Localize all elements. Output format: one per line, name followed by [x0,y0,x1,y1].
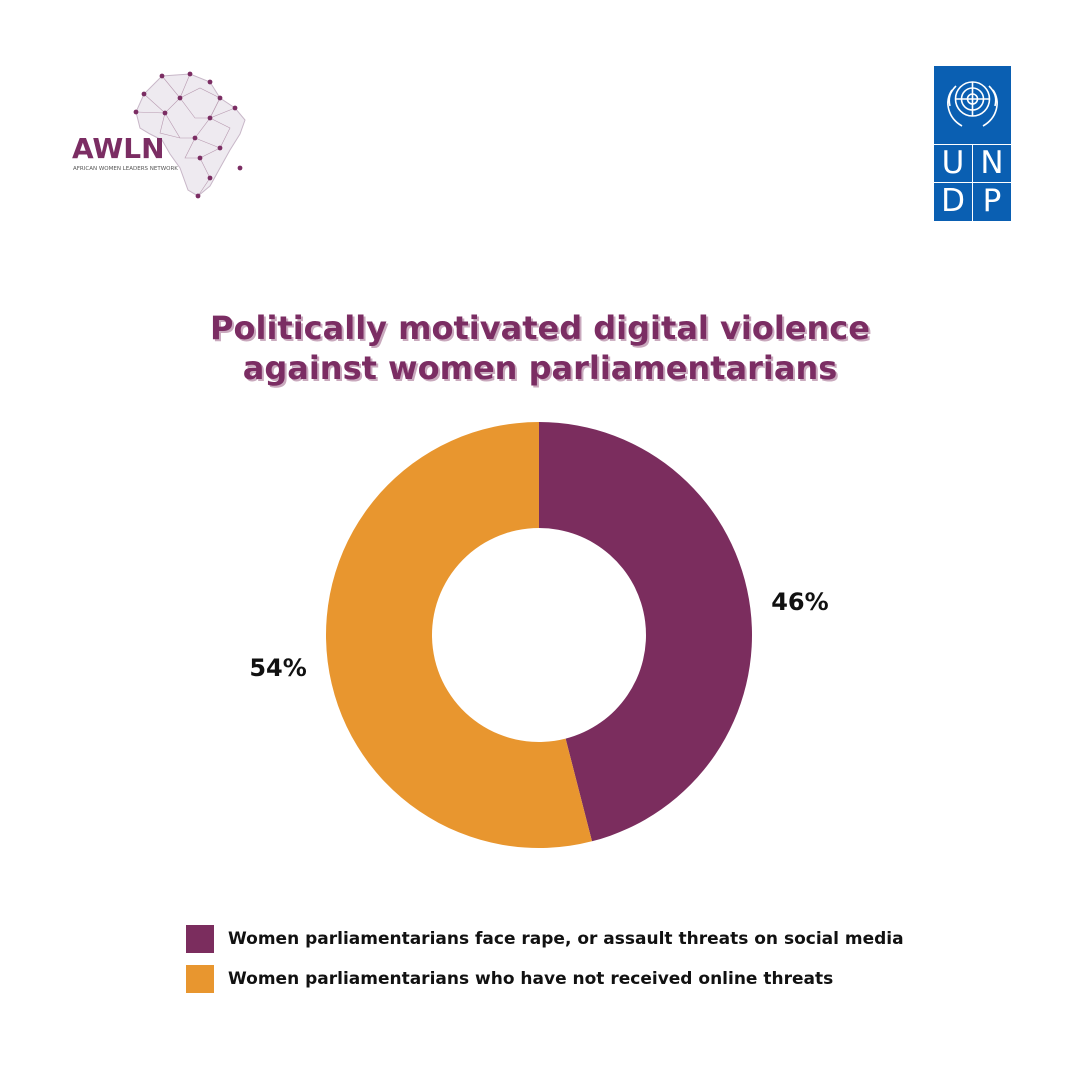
legend-swatch [186,965,214,993]
legend-item: Women parliamentarians face rape, or ass… [186,922,904,956]
undp-letter-d: D [941,183,965,219]
un-emblem-icon [947,81,998,127]
awln-logo: AWLN AFRICAN WOMEN LEADERS NETWORK [70,68,260,203]
awln-subtext: AFRICAN WOMEN LEADERS NETWORK [73,166,178,172]
africa-network-map-icon: AWLN AFRICAN WOMEN LEADERS NETWORK [72,71,246,199]
donut-slice-1 [539,422,752,842]
legend-item: Women parliamentarians who have not rece… [186,962,904,996]
chart-legend: Women parliamentarians face rape, or ass… [186,922,904,1002]
undp-letter-u: U [941,145,965,181]
undp-letter-n: N [980,145,1004,181]
chart-title: Politically motivated digital violence a… [0,308,1080,388]
slice-label-1: 46% [771,588,828,616]
undp-letter-p: P [982,183,1002,219]
legend-swatch [186,925,214,953]
awln-wordmark: AWLN [72,132,165,165]
chart-title-line-1: Politically motivated digital violence [210,309,870,347]
legend-label: Women parliamentarians who have not rece… [228,969,834,989]
legend-label: Women parliamentarians face rape, or ass… [228,929,904,949]
slice-label-2: 54% [249,654,306,682]
undp-divider [934,182,1011,183]
undp-logo: U N D P [934,66,1011,221]
donut-slice-2 [325,422,592,848]
chart-title-line-2: against women parliamentarians [242,349,838,387]
